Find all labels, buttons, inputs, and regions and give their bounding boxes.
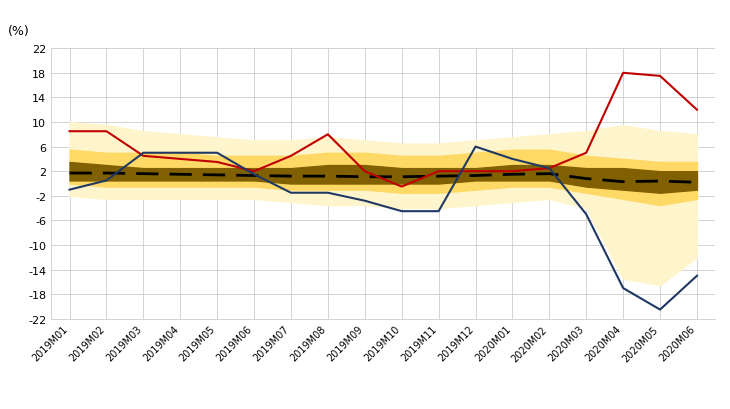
Text: (%): (%) <box>8 25 30 38</box>
